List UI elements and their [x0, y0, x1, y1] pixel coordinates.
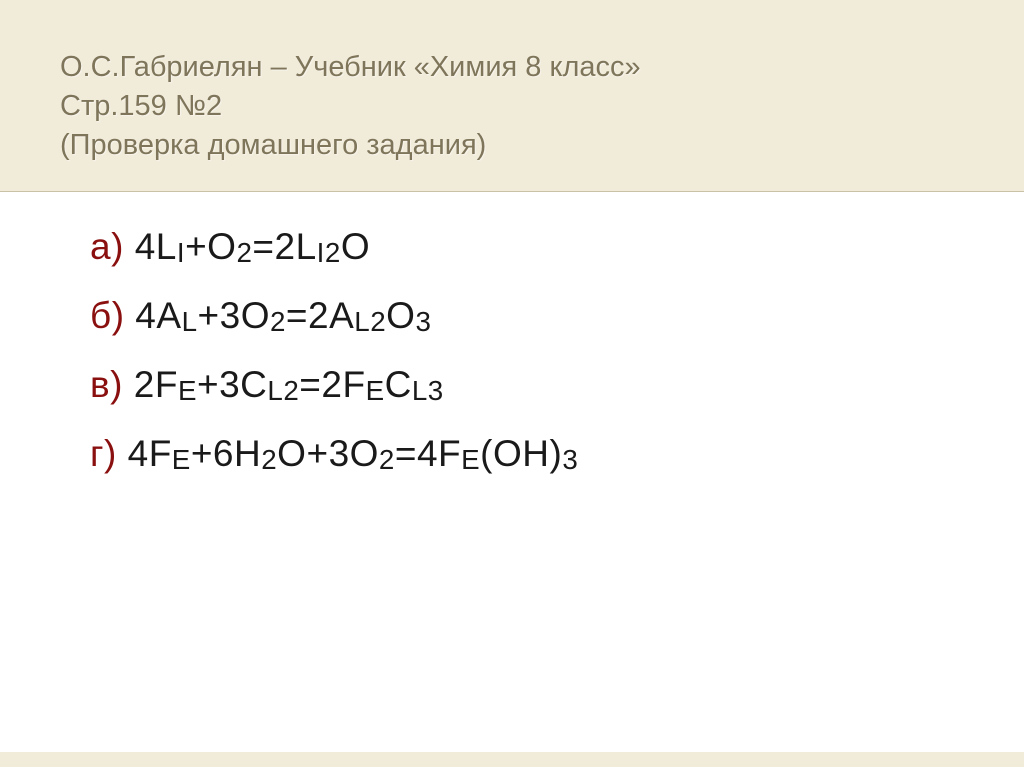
title-line-2: Стр.159 №2 — [60, 87, 964, 126]
equation-b: б) 4AL+3O2=2AL2O3 — [90, 297, 964, 334]
equation-label: а) — [90, 226, 124, 267]
slide: О.С.Габриелян – Учебник «Химия 8 класс» … — [0, 0, 1024, 767]
title-line-1: О.С.Габриелян – Учебник «Химия 8 класс» — [60, 48, 964, 87]
equation-a: а) 4LI+O2=2LI2O — [90, 228, 964, 265]
equation-v: в) 2FE+3CL2=2FECL3 — [90, 366, 964, 403]
equation-label: г) — [90, 433, 117, 474]
slide-body: а) 4LI+O2=2LI2O б) 4AL+3O2=2AL2O3 в) 2FE… — [0, 192, 1024, 752]
equation-label: б) — [90, 295, 125, 336]
equation-g: г) 4FE+6H2O+3O2=4FE(OH)3 — [90, 435, 964, 472]
equation-label: в) — [90, 364, 123, 405]
slide-title-block: О.С.Габриелян – Учебник «Химия 8 класс» … — [0, 0, 1024, 192]
title-line-3: (Проверка домашнего задания) — [60, 126, 964, 165]
